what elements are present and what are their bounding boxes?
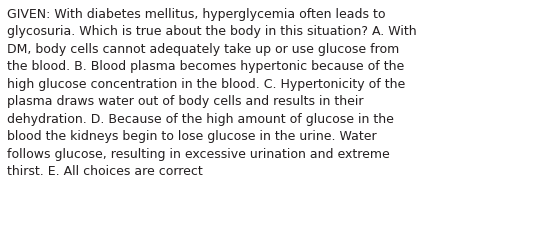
Text: GIVEN: With diabetes mellitus, hyperglycemia often leads to
glycosuria. Which is: GIVEN: With diabetes mellitus, hyperglyc… (7, 8, 416, 177)
